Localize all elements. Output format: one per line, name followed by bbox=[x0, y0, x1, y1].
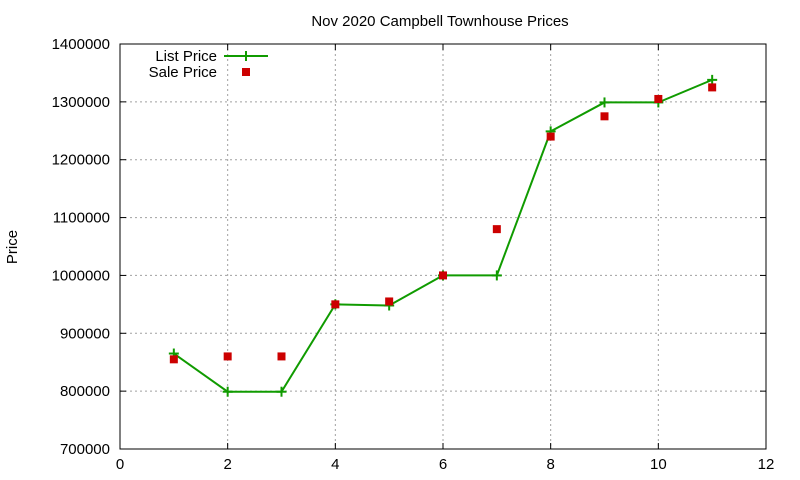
sale-price-point bbox=[600, 112, 609, 121]
chart-title: Nov 2020 Campbell Townhouse Prices bbox=[311, 13, 568, 30]
legend-label: Sale Price bbox=[149, 64, 217, 81]
sale-price-point bbox=[169, 355, 178, 364]
legend-label: List Price bbox=[155, 48, 217, 65]
y-tick-label: 1100000 bbox=[53, 210, 110, 227]
legend-square-marker bbox=[242, 68, 250, 76]
y-tick-label: 1300000 bbox=[52, 94, 110, 111]
y-axis-label: Price bbox=[4, 230, 21, 264]
list-price-point bbox=[491, 270, 502, 281]
list-price-point bbox=[276, 386, 287, 397]
y-tick-label: 800000 bbox=[60, 383, 110, 400]
x-tick-label: 12 bbox=[758, 456, 775, 473]
axis-layer: 0 2 4 6 8 10 12 700000 800000 900000 1000000 110000… bbox=[52, 36, 775, 473]
y-tick-label: 1400000 bbox=[52, 36, 110, 53]
sale-price-point bbox=[277, 352, 286, 361]
x-tick-label: 6 bbox=[439, 456, 447, 473]
sale-price-point bbox=[654, 94, 663, 103]
x-tick-label: 8 bbox=[546, 456, 554, 473]
y-tick-label: 1200000 bbox=[52, 152, 110, 169]
list-price-point bbox=[222, 386, 233, 397]
list-price-point bbox=[599, 97, 610, 108]
y-tick-label: 1000000 bbox=[52, 267, 110, 284]
list-price-point bbox=[707, 74, 718, 85]
x-tick-label: 0 bbox=[116, 456, 124, 473]
grid-layer bbox=[120, 44, 766, 449]
legend-plus-marker bbox=[241, 51, 251, 61]
sale-price-point bbox=[708, 83, 717, 92]
sale-price-point bbox=[492, 225, 501, 234]
y-tick-label: 900000 bbox=[60, 325, 110, 342]
sale-price-point bbox=[331, 300, 340, 309]
x-tick-label: 4 bbox=[331, 456, 339, 473]
series-layer bbox=[168, 74, 718, 397]
sale-price-point bbox=[546, 132, 555, 141]
x-tick-label: 10 bbox=[650, 456, 667, 473]
sale-price-point bbox=[439, 271, 447, 280]
y-tick-label: 700000 bbox=[60, 441, 110, 458]
sale-price-point bbox=[385, 297, 394, 306]
x-tick-label: 2 bbox=[223, 456, 231, 473]
sale-price-point bbox=[223, 352, 232, 361]
